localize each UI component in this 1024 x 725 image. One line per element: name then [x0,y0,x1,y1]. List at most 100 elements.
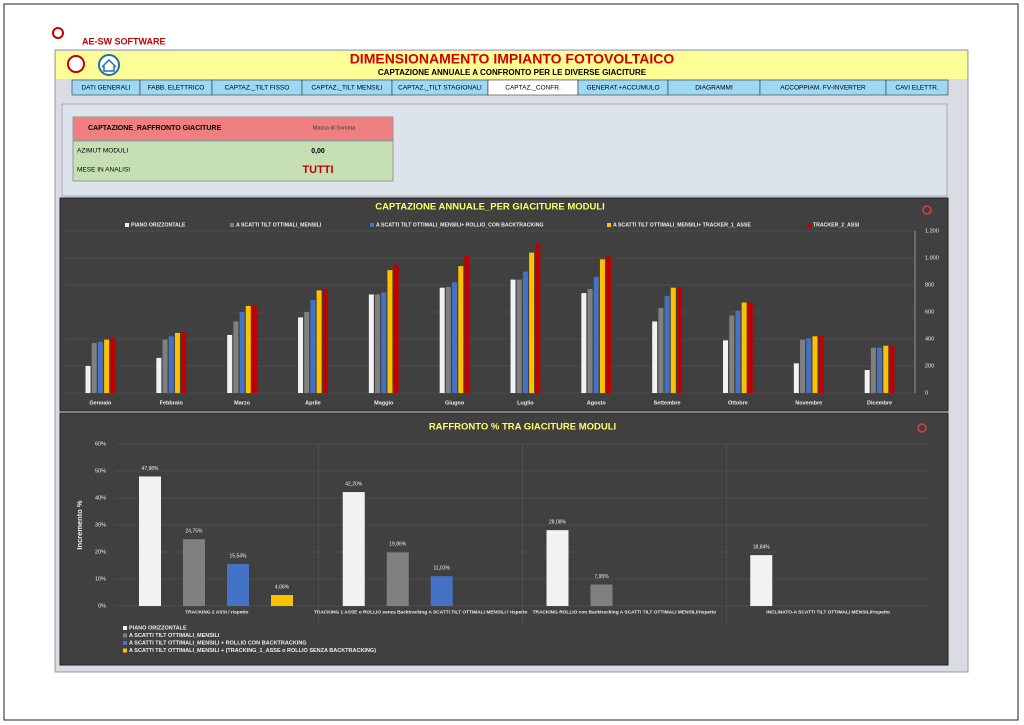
bar [183,539,205,606]
bar [735,310,741,393]
bar [168,336,174,393]
bar [104,339,110,393]
subtitle: CAPTAZIONE ANNUALE A CONFRONTO PER LE DI… [378,68,647,77]
legend-swatch [125,223,129,227]
x-tick-label: TRACKING ROLLIO con Backtracking A SCATT… [533,609,717,615]
y-tick-label: 200 [925,363,934,369]
panel-heading-box [72,116,394,141]
bar [877,347,883,393]
bar [452,282,458,393]
data-label: 47,98% [142,466,160,472]
bar [676,287,682,393]
legend-swatch [123,648,127,653]
bar [174,332,180,393]
y-tick-label: 400 [925,336,934,342]
bar [85,366,91,393]
bar [793,363,799,393]
bar [593,276,599,393]
y-tick-label: 0% [98,603,106,609]
bar [110,338,116,393]
panel-row-value: TUTTI [302,164,333,176]
bar [91,343,97,393]
bar [535,243,541,393]
bar [430,576,453,606]
x-tick-label: Febbraio [160,400,184,406]
y-tick-label: 10% [95,576,106,582]
bar [239,312,245,393]
data-label: 15,54% [230,553,248,559]
bar [800,339,806,393]
home-button[interactable] [98,54,120,76]
bar [310,299,316,393]
y-tick-label: 600 [925,309,934,315]
panel-row-label: AZIMUT MODULI [77,148,128,155]
home-icon [101,58,117,72]
legend-swatch [230,223,234,227]
legend-swatch [123,626,127,630]
bar [546,530,569,606]
bar [747,302,753,393]
legend-label: A SCATTI TILT OTTIMALI_MENSILI + (TRACKI… [129,648,376,654]
tab-label: GENERAT.+ACCUMULO [586,85,659,92]
x-tick-label: TRACKING 2 ASSI / rispetto [185,609,248,615]
bar [156,357,162,393]
bar [381,292,387,393]
header-band [56,51,967,79]
bar [368,294,374,393]
bar [162,339,168,393]
x-tick-label: INCLINATO-A SCATTI TILT OTTIMALI MENSILI… [766,609,890,615]
bar [529,252,535,393]
bar [812,336,818,393]
bar [889,345,895,393]
panel-row-label: MESE IN ANALISI [77,167,130,174]
bar [251,305,257,393]
y-tick-label: 40% [95,495,106,501]
title: DIMENSIONAMENTO IMPIANTO FOTOVOLTAICO [350,51,675,67]
data-label: 18,84% [753,544,771,550]
y-tick-label: 800 [925,282,934,288]
chart-logo [917,423,927,433]
logo [52,27,64,39]
chart-panel [59,412,949,666]
legend-label: A SCATTI TILT OTTIMALI_MENSILI [129,633,220,639]
bar [322,289,328,393]
tab-label: CAPTAZ._CONFR. [505,85,561,92]
bar [387,270,393,393]
bar [233,321,239,393]
tab[interactable] [885,79,949,96]
x-tick-label: Novembre [795,400,822,406]
tab-label: DATI GENERALI [81,85,130,92]
legend-label: A SCATTI TILT OTTIMALI_MENSILI + ROLLIO … [129,640,307,646]
bar [97,341,103,393]
company: AE-SW SOFTWARE [82,36,166,46]
bar [393,264,399,393]
panel-heading: CAPTAZIONE_RAFFRONTO GIACITURE [88,125,221,132]
bar [522,271,528,393]
bar [510,279,516,393]
bar [658,307,664,393]
bar [375,294,381,393]
bar [464,255,470,393]
chart-panel [59,197,949,412]
bar [590,584,613,606]
bar [806,338,812,393]
bar [670,287,676,393]
x-tick-label: Dicembre [867,400,892,406]
y-tick-label: 1.000 [925,255,939,261]
bar [227,564,249,606]
tab-label: CAPTAZ._TILT FISSO [225,85,290,92]
bar [139,476,161,606]
data-label: 42,20% [345,481,363,487]
legend-label: PIANO ORIZZONTALE [131,222,186,228]
home-logo[interactable] [67,55,85,73]
bar [181,332,187,393]
panel-location: Massa di Somma [313,125,356,131]
x-tick-label: Maggio [374,400,394,406]
legend-label: A SCATTI TILT OTTIMALI_MENSILI [236,222,322,228]
bar [271,595,293,606]
x-tick-label: Giugno [445,400,465,406]
bar [729,315,735,393]
y-tick-label: 20% [95,549,106,555]
chart-logo [922,205,932,215]
bar [439,287,445,393]
